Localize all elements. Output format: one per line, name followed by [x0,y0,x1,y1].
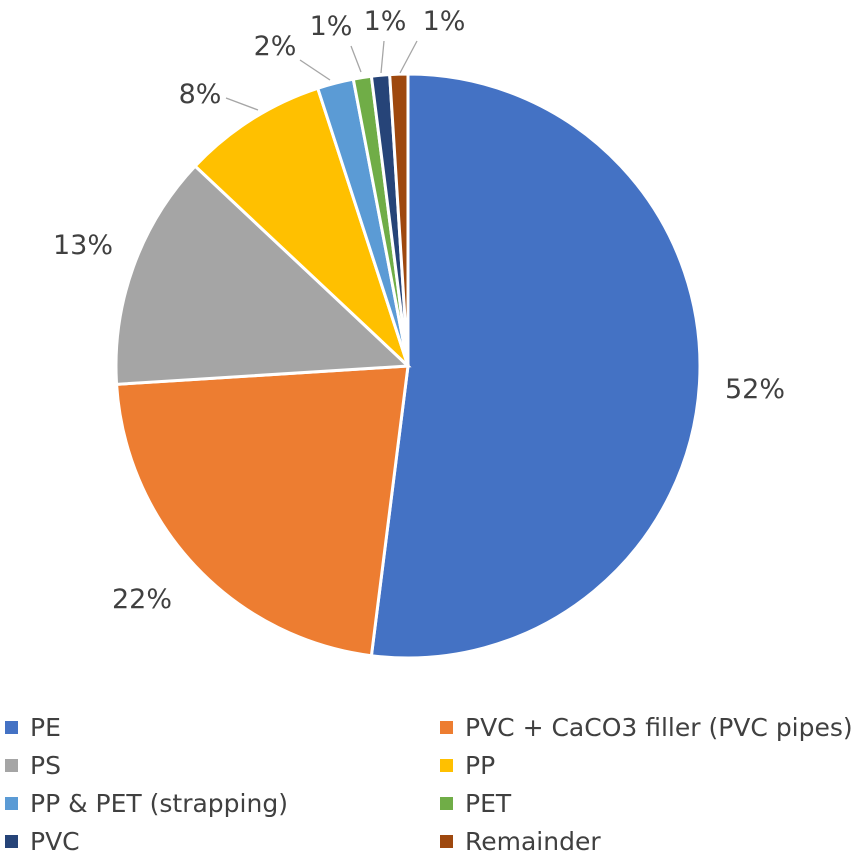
legend-swatch [5,796,18,810]
data-label: 1% [364,6,407,37]
data-label: 1% [310,11,353,42]
legend-swatch [440,834,453,848]
legend-item: PET [440,784,511,822]
legend-item: PVC + CaCO3 filler (PVC pipes) [440,708,851,746]
legend: PE PVC + CaCO3 filler (PVC pipes) PS PP PP &… [0,700,851,862]
data-label: 8% [179,79,222,110]
leader-line [380,40,385,74]
legend-swatch [440,796,453,810]
data-label: 22% [112,584,172,615]
legend-swatch [5,834,18,848]
leader-line [350,45,362,73]
pie-slice-pe [369,72,702,660]
legend-swatch [5,720,18,734]
leader-line [399,40,418,74]
pie-slice-pp [193,86,410,368]
pie-slice-ps [114,163,412,386]
legend-item: PVC [5,822,80,860]
legend-label: PVC [30,826,80,856]
legend-label: PP & PET (strapping) [30,788,288,818]
legend-swatch [5,758,18,772]
legend-item: PP & PET (strapping) [5,784,288,822]
leader-line [299,59,331,81]
legend-label: PVC + CaCO3 filler (PVC pipes) [465,712,851,742]
legend-label: PP [465,750,496,780]
data-label: 13% [53,230,113,261]
pie-slice-remainder [388,72,410,367]
legend-item: PS [5,746,61,784]
data-label: 52% [725,374,785,405]
pie-chart: 52% 22% 13% 8% 2% 1% 1% 1% [53,6,785,660]
legend-item: Remainder [440,822,601,860]
legend-label: Remainder [465,826,601,856]
data-label: 1% [423,6,466,37]
legend-label: PS [30,750,61,780]
legend-label: PE [30,712,61,742]
legend-label: PET [465,788,512,818]
leader-line [225,97,259,111]
legend-item: PP [440,746,495,784]
legend-swatch [440,758,453,772]
pie-slice-pvc-caco3-filler-pvc-pipes [114,364,410,658]
legend-item: PE [5,708,61,746]
data-label: 2% [254,31,297,62]
legend-swatch [440,720,453,734]
